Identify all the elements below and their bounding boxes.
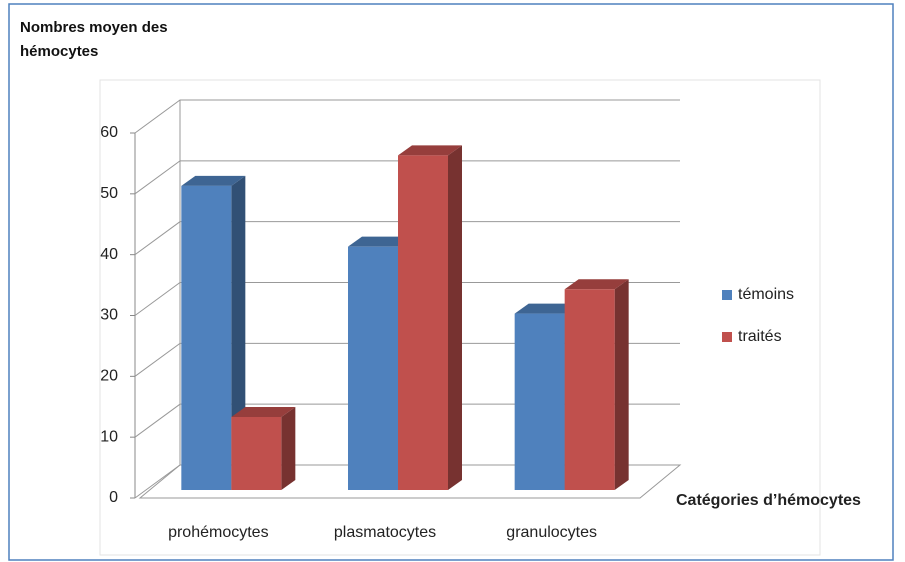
legend-label: traités (738, 328, 782, 345)
grid-line (134, 160, 680, 195)
grid-line (134, 464, 680, 499)
x-tick-label: plasmatocytes (334, 524, 436, 541)
y-tick-label: 0 (109, 489, 118, 506)
bar-side (281, 407, 296, 490)
y-tick-label: 10 (100, 428, 118, 445)
bar-top (398, 145, 462, 156)
bar-top (564, 279, 629, 290)
bar-top (348, 236, 412, 247)
plot-frame (99, 79, 821, 556)
y-tick-label: 20 (100, 368, 118, 385)
y-tick-label: 30 (100, 307, 118, 324)
bar-top (181, 175, 246, 186)
grid-line (134, 342, 680, 377)
bar (348, 246, 398, 490)
bar (514, 313, 565, 490)
legend-swatch (722, 332, 732, 342)
bar (564, 289, 615, 490)
grid-line (134, 221, 680, 256)
legend-label: témoins (738, 286, 794, 303)
x-tick-label: prohémocytes (168, 524, 269, 541)
bar (181, 185, 232, 491)
y-tick-label: 50 (100, 185, 118, 202)
bar-top (514, 303, 579, 314)
bar-side (614, 279, 629, 490)
y-tick-label: 60 (100, 124, 118, 141)
bar-side (448, 145, 462, 490)
y-axis-label: Nombres moyen des hémocytes (20, 19, 168, 60)
y-tick-label: 40 (100, 246, 118, 263)
bar-top (231, 407, 296, 417)
legend-swatch (722, 290, 732, 300)
x-axis-label: Catégories d’hémocytes (676, 492, 861, 509)
x-tick-label: granulocytes (506, 524, 597, 541)
grid-line (134, 99, 680, 134)
bar (398, 155, 448, 490)
grid-line (134, 282, 680, 316)
grid-line (134, 403, 680, 438)
bar (231, 417, 282, 490)
